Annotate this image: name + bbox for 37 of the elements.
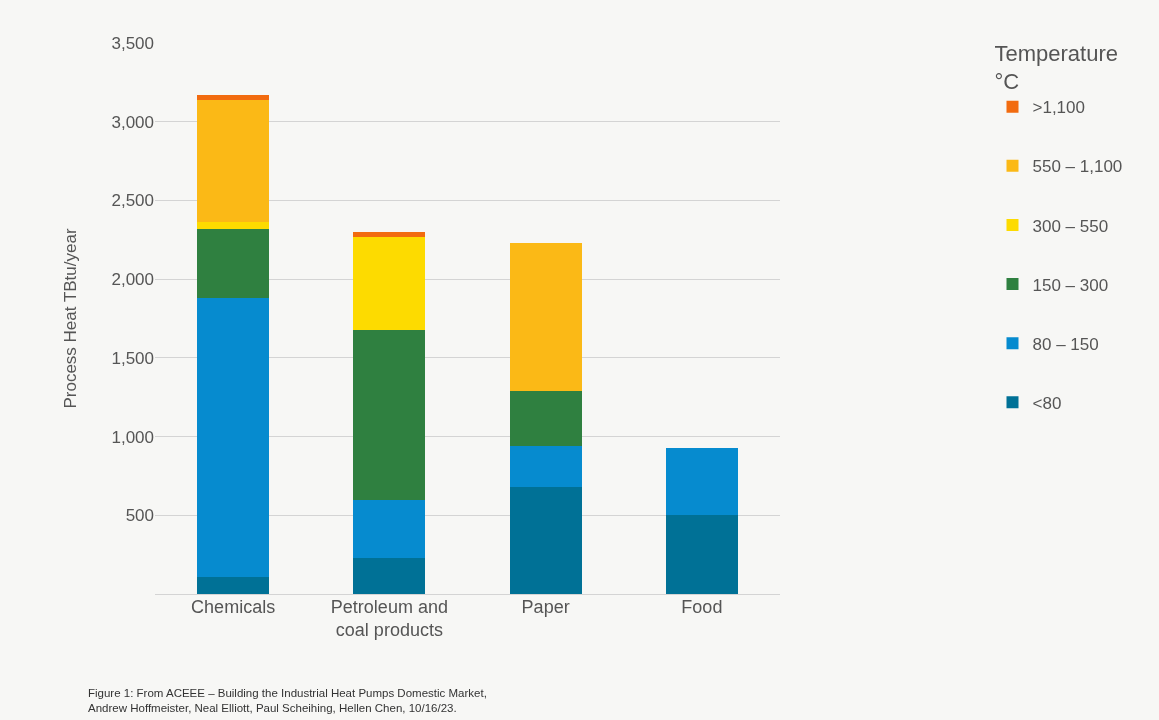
bar xyxy=(353,231,426,237)
bar xyxy=(665,447,738,516)
bar xyxy=(197,298,270,577)
bar xyxy=(197,99,270,223)
x-tick-label: Paper xyxy=(521,597,570,617)
legend-label: 80 – 150 xyxy=(1032,334,1099,354)
bar xyxy=(509,242,582,391)
bar xyxy=(509,446,582,487)
bar xyxy=(353,236,426,330)
bar xyxy=(197,576,270,594)
x-tick-label: Petroleum and coal products xyxy=(330,597,448,641)
caption: Figure 1: From ACEEE – Building the Industrial Heat Pumps Domestic Market, Andrew Hoffmeister, Neal Elliott, Paul Scheihing, Hellen Chen, 10/16/23. xyxy=(88,687,487,714)
y-tick-label: 2,000 xyxy=(111,270,154,290)
bar xyxy=(197,222,270,229)
legend-label: <80 xyxy=(1032,393,1062,413)
y-tick-label: 2,500 xyxy=(111,191,154,211)
y-tick-label: 3,500 xyxy=(111,33,154,53)
bar xyxy=(509,390,582,447)
y-tick-label: 1,000 xyxy=(111,427,154,447)
y-axis-title: Process Heat TBtu/year xyxy=(61,228,80,409)
x-tick-label: Food xyxy=(681,597,723,617)
legend-label: 150 – 300 xyxy=(1032,275,1109,295)
bar xyxy=(665,515,738,594)
bar xyxy=(353,557,426,594)
legend-label: 300 – 550 xyxy=(1032,216,1109,236)
legend-title: Temperature °C xyxy=(994,40,1119,95)
bar xyxy=(509,486,582,594)
x-tick-label: Chemicals xyxy=(191,597,276,617)
y-tick-label: 500 xyxy=(125,506,154,526)
y-tick-label: 1,500 xyxy=(111,348,154,368)
bar xyxy=(197,94,270,100)
bar xyxy=(353,329,426,500)
y-tick-label: 3,000 xyxy=(111,112,154,132)
legend-label: 550 – 1,100 xyxy=(1032,157,1123,177)
legend-label: >1,100 xyxy=(1032,98,1085,118)
bar xyxy=(353,499,426,558)
bar xyxy=(197,228,270,299)
